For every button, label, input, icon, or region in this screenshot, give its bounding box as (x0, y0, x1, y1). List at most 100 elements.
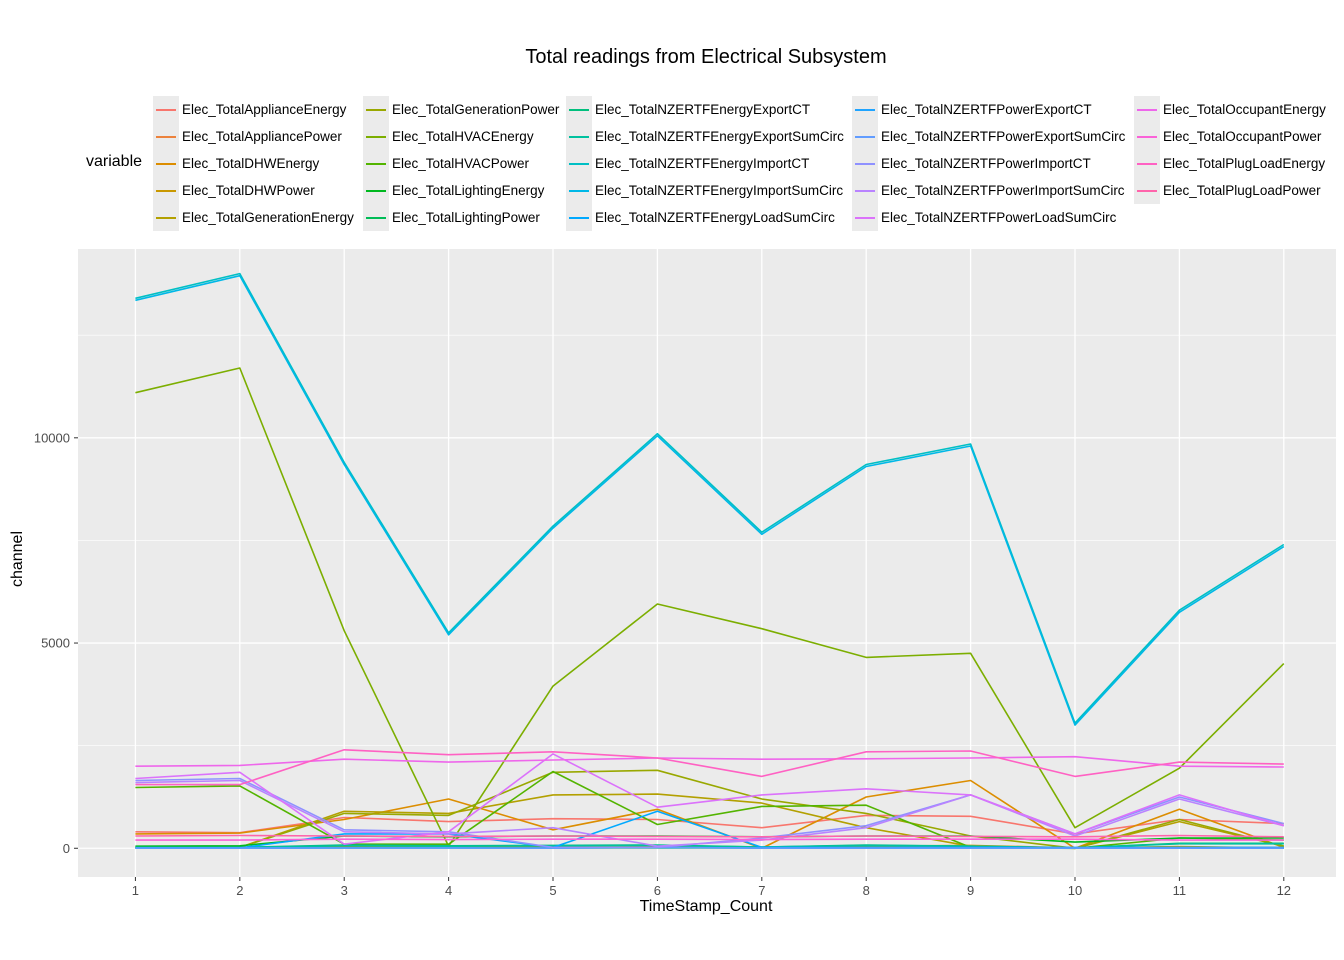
legend-key (566, 123, 592, 150)
legend-label: Elec_TotalNZERTFPowerExportCT (881, 102, 1092, 117)
legend-item: Elec_TotalNZERTFEnergyImportSumCirc (566, 177, 843, 204)
legend-label: Elec_TotalApplianceEnergy (182, 102, 347, 117)
legend-key (363, 96, 389, 123)
legend-key (852, 96, 878, 123)
legend-item: Elec_TotalNZERTFEnergyImportCT (566, 150, 809, 177)
legend-item: Elec_TotalNZERTFEnergyLoadSumCirc (566, 204, 835, 231)
y-tick-label: 0 (63, 841, 70, 856)
series-line (135, 274, 1285, 726)
legend-item: Elec_TotalNZERTFPowerExportSumCirc (852, 123, 1125, 150)
x-tick-label: 11 (1173, 883, 1187, 898)
legend-label: Elec_TotalNZERTFEnergyLoadSumCirc (595, 210, 835, 225)
legend-key (153, 96, 179, 123)
y-tick-label: 5000 (41, 636, 70, 651)
legend: Elec_TotalApplianceEnergy Elec_TotalAppli… (153, 96, 1344, 231)
legend-label: Elec_TotalOccupantPower (1163, 129, 1322, 144)
legend-label: Elec_TotalNZERTFEnergyExportCT (595, 102, 811, 117)
legend-label: Elec_TotalLightingEnergy (392, 183, 545, 198)
legend-key (363, 150, 389, 177)
series-line (135, 814, 1284, 835)
series-line (135, 755, 1284, 768)
x-tick-label: 2 (236, 883, 243, 898)
x-tick-label: 7 (758, 883, 765, 898)
legend-item: Elec_TotalPlugLoadPower (1134, 177, 1321, 204)
x-tick-label: 5 (549, 883, 556, 898)
legend-item: Elec_TotalPlugLoadEnergy (1134, 150, 1325, 177)
legend-label: Elec_TotalNZERTFEnergyImportSumCirc (595, 183, 844, 198)
legend-item: Elec_TotalDHWPower (153, 177, 315, 204)
y-axis-title: channel (9, 530, 26, 588)
legend-key (566, 204, 592, 231)
legend-item: Elec_TotalDHWEnergy (153, 150, 319, 177)
series-line (135, 272, 1285, 724)
legend-item: Elec_TotalHVACPower (363, 150, 529, 177)
series-line (135, 753, 1285, 846)
series-line (135, 367, 1285, 848)
legend-item: Elec_TotalNZERTFPowerImportSumCirc (852, 177, 1125, 204)
legend-item: Elec_TotalAppliancePower (153, 123, 342, 150)
x-tick-label: 6 (654, 883, 661, 898)
legend-item: Elec_TotalNZERTFPowerExportCT (852, 96, 1092, 123)
x-tick-label: 10 (1068, 883, 1082, 898)
legend-key (153, 204, 179, 231)
legend-label: Elec_TotalPlugLoadEnergy (1163, 156, 1326, 171)
legend-key (566, 96, 592, 123)
legend-key (153, 177, 179, 204)
legend-label: Elec_TotalNZERTFPowerExportSumCirc (881, 129, 1126, 144)
legend-label: Elec_TotalNZERTFPowerLoadSumCirc (881, 210, 1117, 225)
x-tick-label: 4 (445, 883, 452, 898)
legend-item: Elec_TotalLightingPower (363, 204, 540, 231)
legend-key (566, 177, 592, 204)
legend-key (1134, 123, 1160, 150)
legend-label: Elec_TotalNZERTFPowerImportSumCirc (881, 183, 1125, 198)
legend-label: Elec_TotalHVACEnergy (392, 129, 534, 144)
legend-key (852, 177, 878, 204)
legend-title: variable (86, 153, 143, 170)
legend-key (852, 150, 878, 177)
legend-key (852, 123, 878, 150)
x-axis-title: TimeStamp_Count (639, 898, 773, 915)
series-line (135, 846, 1284, 849)
legend-key (1134, 96, 1160, 123)
series-line (135, 769, 1284, 850)
x-tick-label: 1 (132, 883, 139, 898)
series-line (135, 838, 1284, 841)
legend-label: Elec_TotalDHWEnergy (182, 156, 320, 171)
legend-key (566, 150, 592, 177)
legend-label: Elec_TotalOccupantEnergy (1163, 102, 1326, 117)
legend-item: Elec_TotalNZERTFEnergyExportSumCirc (566, 123, 844, 150)
plot-panel (78, 249, 1336, 877)
legend-item: Elec_TotalNZERTFEnergyExportCT (566, 96, 810, 123)
legend-item: Elec_TotalGenerationPower (363, 96, 559, 123)
legend-key (1134, 150, 1160, 177)
series-line (135, 834, 1284, 838)
chart-title: Total readings from Electrical Subsystem (525, 46, 887, 68)
legend-label: Elec_TotalHVACPower (392, 156, 530, 171)
legend-label: Elec_TotalAppliancePower (182, 129, 342, 144)
series-line (135, 748, 1284, 786)
legend-label: Elec_TotalGenerationEnergy (182, 210, 354, 225)
legend-key (363, 204, 389, 231)
legend-item: Elec_TotalLightingEnergy (363, 177, 544, 204)
legend-key (153, 123, 179, 150)
legend-key (153, 150, 179, 177)
legend-key (363, 123, 389, 150)
legend-label: Elec_TotalDHWPower (182, 183, 315, 198)
legend-label: Elec_TotalNZERTFEnergyExportSumCirc (595, 129, 844, 144)
x-tick-label: 3 (341, 883, 348, 898)
y-tick-label: 10000 (34, 430, 70, 445)
legend-item: Elec_TotalOccupantEnergy (1134, 96, 1326, 123)
legend-item: Elec_TotalOccupantPower (1134, 123, 1321, 150)
x-tick-label: 12 (1277, 883, 1291, 898)
legend-label: Elec_TotalPlugLoadPower (1163, 183, 1321, 198)
series-line (135, 779, 1284, 848)
legend-label: Elec_TotalNZERTFEnergyImportCT (595, 156, 810, 171)
legend-key (852, 204, 878, 231)
legend-key (363, 177, 389, 204)
legend-item: Elec_TotalNZERTFPowerImportCT (852, 150, 1091, 177)
x-tick-label: 8 (863, 883, 870, 898)
legend-label: Elec_TotalGenerationPower (392, 102, 560, 117)
legend-item: Elec_TotalHVACEnergy (363, 123, 534, 150)
x-tick-label: 9 (967, 883, 974, 898)
